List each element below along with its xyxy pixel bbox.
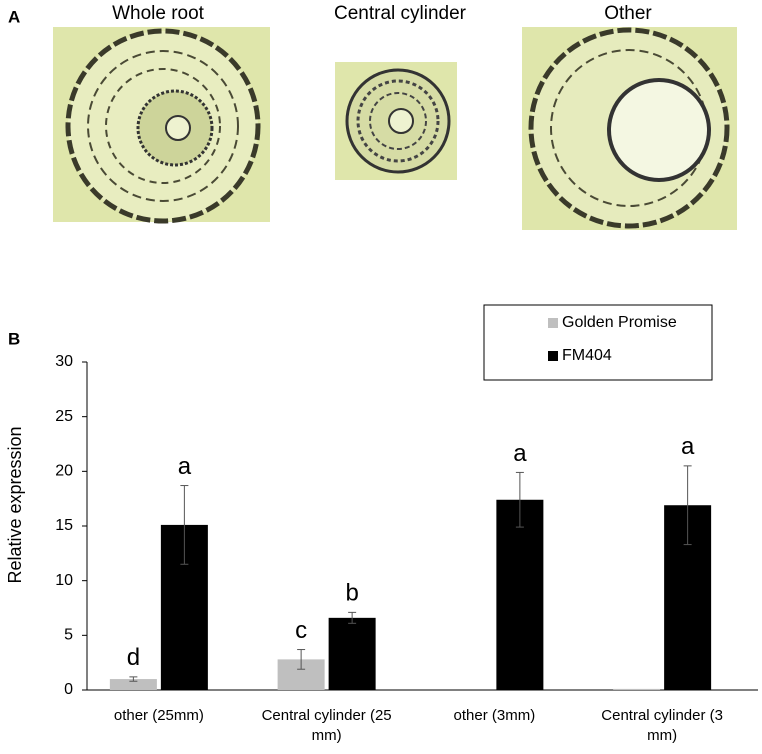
significance-letter: a [178, 453, 192, 480]
y-tick-label: 20 [55, 463, 73, 480]
significance-letter: d [127, 644, 140, 671]
y-tick-label: 25 [55, 408, 73, 425]
significance-letter: b [345, 580, 358, 607]
bar [109, 679, 157, 690]
bar [613, 688, 661, 690]
panel-label: B [8, 329, 20, 348]
y-tick-label: 5 [64, 627, 73, 644]
legend-swatch [548, 318, 558, 328]
y-axis-label: Relative expression [5, 426, 25, 583]
x-tick-label: Central cylinder (3 mm) [601, 707, 723, 744]
significance-letter: c [295, 617, 307, 644]
y-tick-label: 0 [64, 681, 73, 698]
micrograph [335, 62, 457, 180]
x-tick-label: other (25mm) [113, 707, 204, 724]
image-caption: Whole root [112, 3, 205, 24]
y-tick-label: 30 [55, 353, 73, 370]
image-caption: Other [604, 3, 652, 24]
legend-label: FM404 [562, 347, 612, 364]
micrograph [522, 27, 737, 230]
y-tick-label: 10 [55, 572, 73, 589]
legend-label: Golden Promise [562, 314, 677, 331]
legend-box [483, 304, 713, 381]
bar [328, 617, 376, 690]
micrograph [53, 27, 270, 224]
y-tick-label: 15 [55, 517, 73, 534]
image-caption: Central cylinder [334, 3, 467, 24]
bar [496, 499, 544, 690]
significance-letter: a [681, 433, 695, 460]
significance-letter: a [513, 440, 527, 467]
x-tick-label: Central cylinder (25 mm) [261, 707, 392, 744]
legend-swatch [548, 351, 558, 361]
x-tick-label: other (3mm) [453, 707, 536, 724]
panel-label: A [8, 7, 20, 26]
